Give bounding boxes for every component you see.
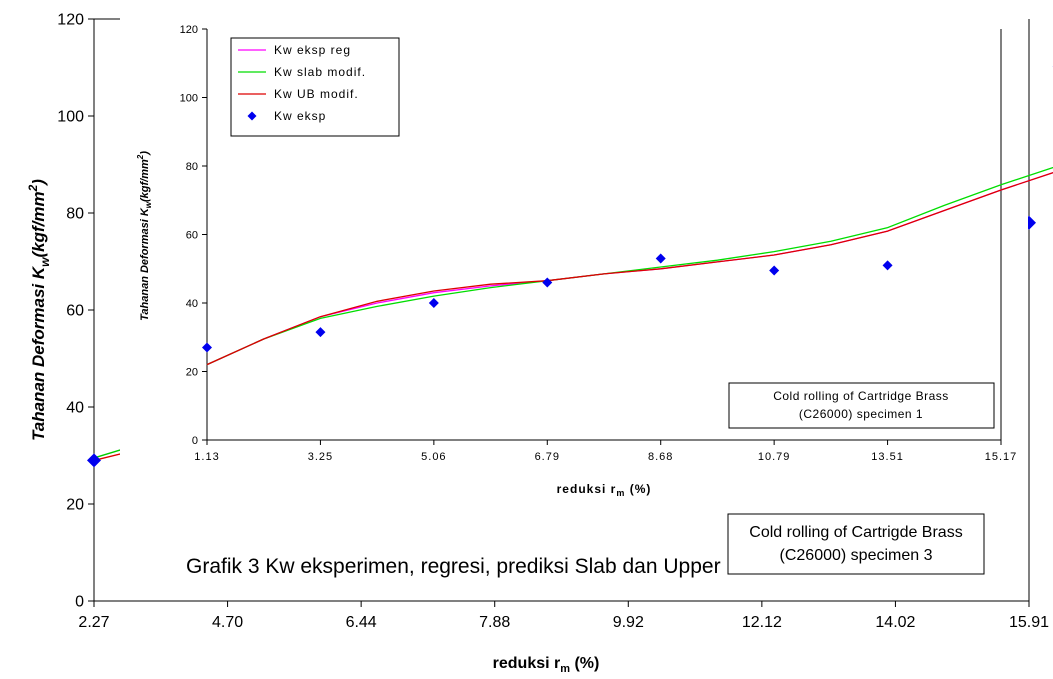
inner-x-tick-label: 5.06 [421,451,446,463]
inner-y-axis-label: Tahanan Deformasi Kw(kgf/mm2) [136,151,153,321]
inner-x-label-unit: (%) [625,482,651,496]
outer-annotation-frame [727,513,985,575]
inner-x-tick-label: 6.79 [535,451,560,463]
outer-y-axis-label: Tahanan Deformasi Kw(kgf/mm2) [26,179,52,441]
legend-entry-label: Kw UB modif. [274,87,359,101]
inner-series [202,66,1053,366]
inner-y-label-sub: w [144,201,153,208]
inner-x-tick-label: 8.68 [648,451,673,463]
outer-annotation-line1: Cold rolling of Cartrigde Brass [749,524,962,541]
inner-x-tick-label: 15.17 [985,451,1018,463]
inner-y-tick-label: 40 [186,298,198,310]
inner-chart: 0 20 40 60 80 100 120 1.13 3.25 5.06 6.79 8.68 10.7… [120,10,1053,500]
inner-y-label-unit-sup: 2 [136,154,145,160]
outer-x-tick-label: 4.70 [212,614,243,631]
outer-y-label-unit-pre: (kgf/mm [29,191,48,257]
outer-y-label-unit-post: ) [29,179,48,187]
outer-y-tick-label: 100 [57,109,84,126]
inner-y-ticks: 0 20 40 60 80 100 120 [180,24,207,447]
inner-legend: Kw eksp reg Kw slab modif. Kw UB modif. Kw … [230,37,400,137]
inner-annotation-box: Cold rolling of Cartridge Brass (C26000)… [728,382,995,429]
outer-x-label-unit: (%) [570,655,599,672]
outer-y-ticks: 0 20 40 60 80 100 120 [57,12,94,611]
inner-x-tick-label: 3.25 [308,451,333,463]
outer-x-tick-label: 6.44 [346,614,377,631]
outer-x-axis-label: reduksi rm (%) [493,655,600,675]
inner-annotation-line2: (C26000) specimen 1 [799,407,923,421]
outer-x-label-main: reduksi r [493,655,561,672]
outer-y-tick-label: 40 [66,400,84,417]
inner-y-tick-label: 80 [186,161,198,173]
outer-y-tick-label: 20 [66,497,84,514]
outer-y-label-sub: w [38,257,52,267]
inner-y-tick-label: 0 [192,435,198,447]
inner-y-label-unit-post: ) [139,151,151,156]
legend-entry-label: Kw eksp [274,109,326,123]
inner-legend-frame [230,37,400,137]
inner-x-axis-label: reduksi rm (%) [557,482,652,498]
inner-x-tick-label: 1.13 [194,451,219,463]
inner-x-label-sub: m [616,488,625,498]
inner-y-tick-label: 20 [186,366,198,378]
outer-y-tick-label: 80 [66,206,84,223]
outer-y-tick-label: 120 [57,12,84,29]
inner-x-label-main: reduksi r [557,482,617,496]
outer-x-tick-label: 7.88 [479,614,510,631]
legend-entry-label: Kw slab modif. [274,65,366,79]
inner-annotation-frame [728,382,995,429]
outer-caption-text: Grafik 3 Kw eksperimen, regresi, prediks… [186,555,787,578]
inner-y-tick-label: 100 [180,92,198,104]
outer-x-tick-label: 9.92 [613,614,644,631]
outer-y-tick-label: 60 [66,303,84,320]
outer-y-label-unit-sup: 2 [26,184,40,192]
outer-x-tick-label: 15.91 [1009,614,1049,631]
inner-annotation-line1: Cold rolling of Cartridge Brass [773,389,949,403]
outer-x-tick-label: 2.27 [78,614,109,631]
inner-x-tick-label: 10.79 [758,451,791,463]
inner-y-label-main: Tahanan Deformasi K [139,207,151,321]
inner-y-tick-label: 120 [180,24,198,36]
legend-entry-label: Kw eksp reg [274,43,351,57]
outer-y-tick-label: 0 [75,594,84,611]
outer-annotation-line2: (C26000) specimen 3 [780,547,933,564]
outer-y-label-main: Tahanan Deformasi K [29,265,48,441]
outer-x-tick-label: 14.02 [875,614,915,631]
inner-y-tick-label: 60 [186,229,198,241]
inner-x-tick-label: 13.51 [871,451,904,463]
outer-annotation-box: Cold rolling of Cartrigde Brass (C26000)… [727,513,985,575]
outer-x-label-sub: m [560,663,570,675]
outer-x-tick-label: 12.12 [742,614,782,631]
outer-x-ticks: 2.27 4.70 6.44 7.88 9.92 12.12 14.02 15.91 [78,601,1049,631]
inner-x-ticks: 1.13 3.25 5.06 6.79 8.68 10.79 13.51 15.17 [194,440,1018,463]
inner-y-label-unit-pre: (kgf/mm [139,159,151,202]
